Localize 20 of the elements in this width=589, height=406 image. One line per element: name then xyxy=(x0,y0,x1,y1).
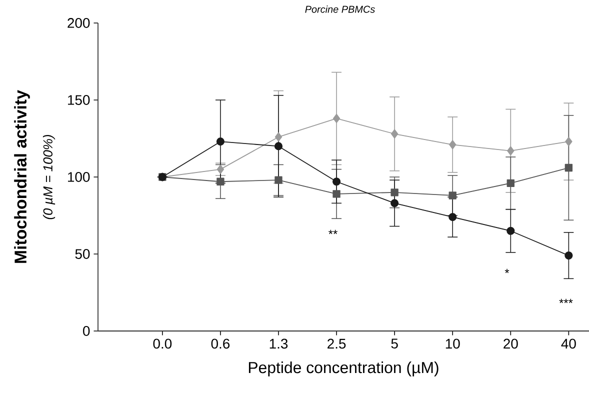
y-tick-label: 150 xyxy=(68,95,90,105)
x-axis-title: Peptide concentration (µM) xyxy=(248,361,438,376)
annotation: * xyxy=(504,268,510,274)
text: (0 µM = 100%) xyxy=(42,135,56,220)
annotation: *** xyxy=(559,298,573,304)
x-tick-label: 1.3 xyxy=(270,338,288,349)
x-tick-label: 0.6 xyxy=(211,338,230,349)
x-tick-label: 0.0 xyxy=(153,338,172,349)
x-tick-label: 20 xyxy=(504,338,518,349)
x-tick-label: 2.5 xyxy=(328,338,346,349)
chart-title: Porcine PBMCs xyxy=(305,6,375,13)
y-tick-label: 200 xyxy=(68,18,90,28)
x-tick-label: 10 xyxy=(446,338,460,349)
y-tick-label: 0 xyxy=(83,326,90,336)
annotation: ** xyxy=(328,230,338,234)
y-axis-title: Mitochondrial activity xyxy=(14,90,30,263)
x-tick-label: 5 xyxy=(391,338,398,349)
y-tick-label: 50 xyxy=(75,249,90,259)
x-tick-label: 40 xyxy=(561,338,576,349)
y-tick-label: 100 xyxy=(68,172,90,182)
